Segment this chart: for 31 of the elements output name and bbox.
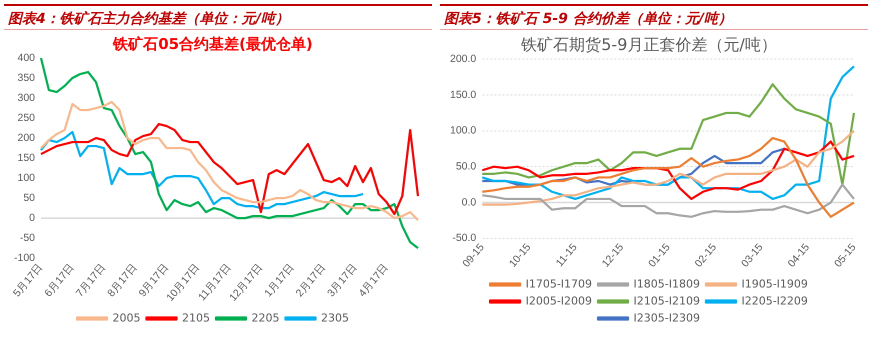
legend-label: I2205-I2209 <box>741 294 808 308</box>
y-tick-label: 400 <box>17 52 36 64</box>
y-tick-label: 150 <box>17 152 36 164</box>
y-tick-label: 50 <box>23 192 36 204</box>
y-tick-label: 100 <box>17 172 36 184</box>
legend-label: I1905-I1909 <box>741 277 808 290</box>
y-tick-label: 200.0 <box>450 53 476 66</box>
chart-subtitle: 铁矿石05合约基差(最优仓单) <box>112 34 313 53</box>
y-tick-label: 0.0 <box>462 196 476 208</box>
legend-label: 2205 <box>252 311 280 324</box>
y-tick-label: 100.0 <box>450 124 476 137</box>
chart-title: 图表4：铁矿石主力合约基差（单位：元/吨） <box>4 4 432 30</box>
legend-label: I2005-I2009 <box>526 294 592 308</box>
y-tick-label: 300 <box>17 92 36 104</box>
legend-label: 2105 <box>182 311 210 324</box>
y-tick-label: -50 <box>20 232 36 244</box>
y-tick-label: 50.0 <box>456 160 476 173</box>
chart-subtitle: 铁矿石期货5-9月正套价差（元/吨） <box>520 34 777 54</box>
chart-title: 图表5：铁矿石 5-9 合约价差（单位：元/吨） <box>440 4 868 30</box>
legend-label: 2005 <box>112 311 141 324</box>
y-tick-label: 0 <box>29 212 36 224</box>
y-tick-label: 250 <box>17 112 36 124</box>
y-tick-label: -50.0 <box>452 232 476 244</box>
y-tick-label: 350 <box>17 72 36 84</box>
legend-label: I1805-I1809 <box>634 277 700 290</box>
legend-label: 2305 <box>320 311 349 324</box>
legend-label: I2305-I2309 <box>634 311 700 324</box>
y-tick-label: 150.0 <box>450 88 476 101</box>
legend-label: I1705-I1709 <box>526 277 592 290</box>
legend-label: I2105-I2109 <box>634 294 700 308</box>
y-tick-label: 200 <box>17 132 36 144</box>
